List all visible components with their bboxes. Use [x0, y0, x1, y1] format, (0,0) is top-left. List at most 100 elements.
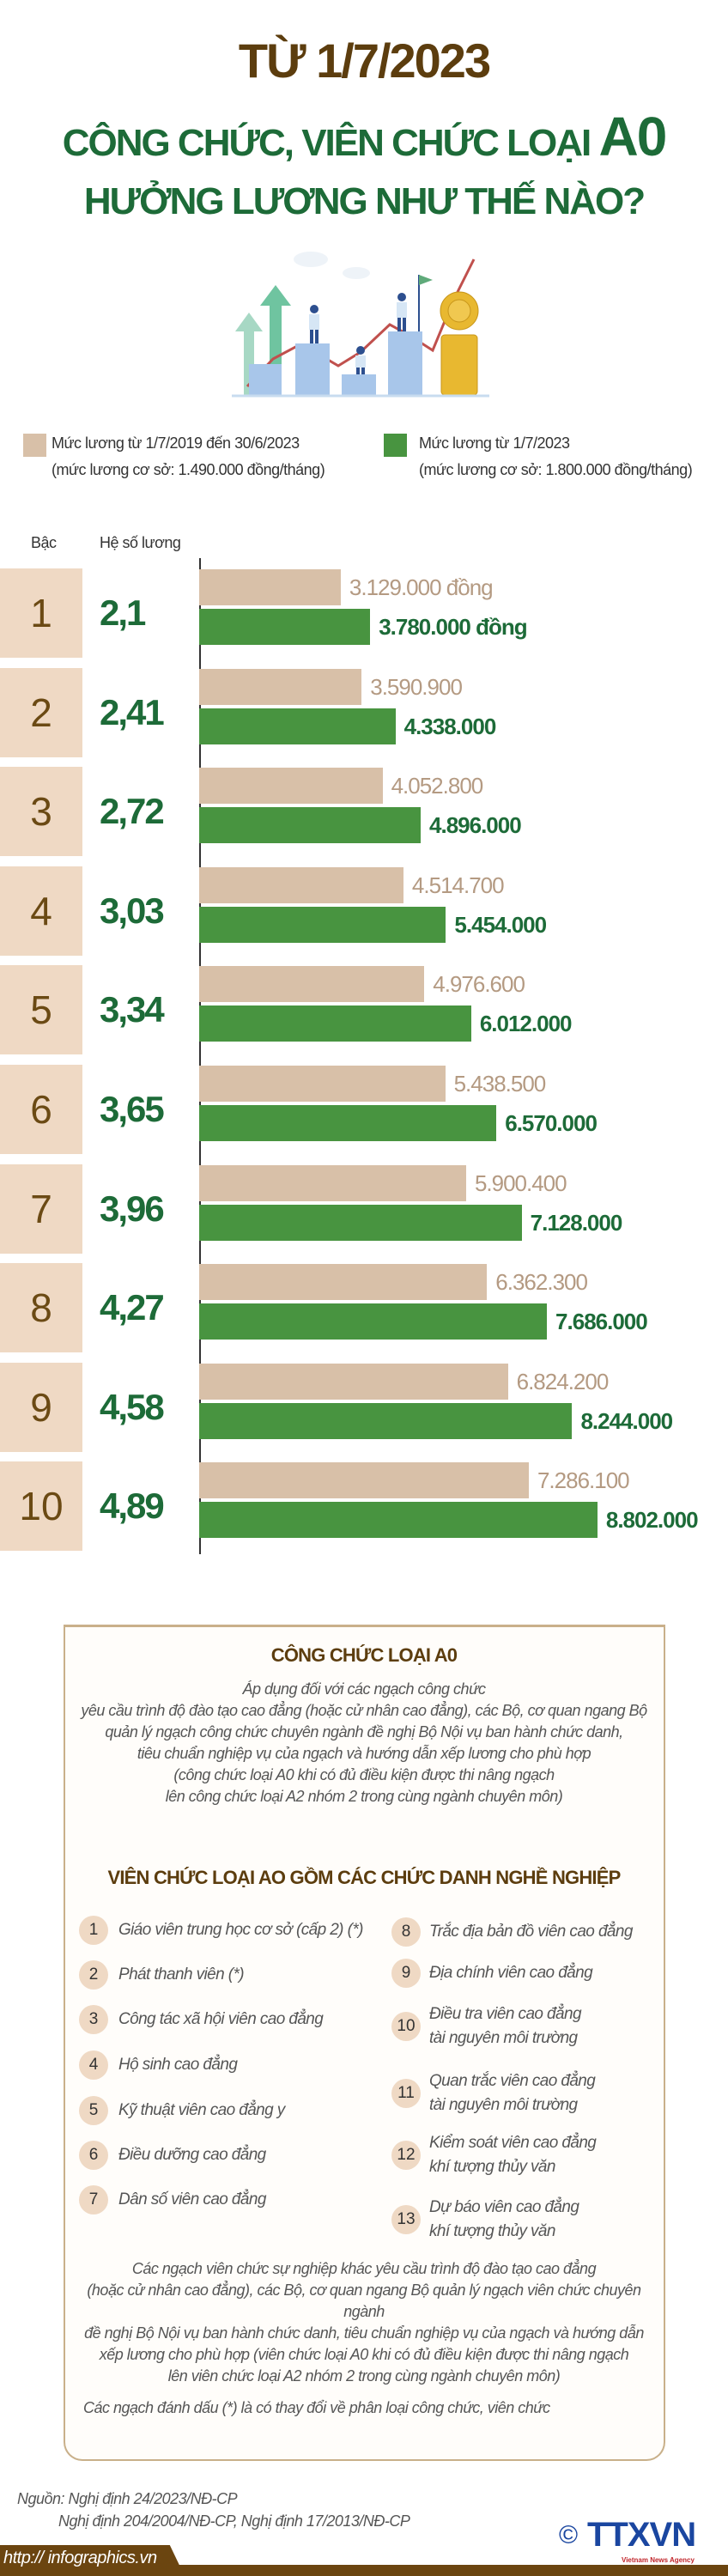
- desc-line: xếp lương cho phù hợp (viên chức loại A0…: [99, 2346, 629, 2363]
- grade-number: 7: [30, 1186, 52, 1231]
- label-old-salary: 6.824.200: [516, 1368, 610, 1394]
- legend-new-title: Mức lương từ 1/7/2023: [419, 434, 570, 452]
- item-number-badge: 3: [79, 2005, 108, 2034]
- title-date: TỪ 1/7/2023: [0, 33, 728, 88]
- job-title-item: Kỹ thuật viên cao đẳng y: [118, 2101, 285, 2119]
- label-old-salary: 5.438.500: [453, 1071, 547, 1097]
- job-title-item: tài nguyên môi trường: [429, 2029, 578, 2047]
- grade-box: [0, 1362, 82, 1452]
- desc-line: Các ngạch viên chức sự nghiệp khác yêu c…: [131, 2260, 597, 2277]
- grade-number: 6: [30, 1087, 52, 1132]
- flag-icon: [418, 275, 433, 331]
- item-number-badge: 8: [391, 1917, 421, 1947]
- grade-box: [0, 568, 82, 658]
- desc-line: lên viên chức loại A2 nhóm 2 trong cùng …: [167, 2367, 561, 2385]
- salary-coefficient: 4,58: [100, 1386, 165, 1427]
- cloud-icon: [294, 252, 370, 279]
- title-date-text: TỪ 1/7/2023: [238, 33, 491, 88]
- item-number-badge: 6: [79, 2141, 108, 2170]
- item-number-badge: 1: [79, 1916, 108, 1945]
- job-title-item: Địa chính viên cao đẳng: [429, 1964, 593, 1982]
- grade-number: 8: [30, 1285, 52, 1331]
- label-old-salary: 3.590.900: [370, 673, 463, 700]
- desc-line: đề nghị Bộ Nội vụ ban hành chức danh, ti…: [84, 2324, 644, 2342]
- item-number-badge: 13: [391, 2205, 421, 2234]
- source-line-2: Nghị định 204/2004/NĐ-CP, Nghị định 17/2…: [58, 2512, 410, 2530]
- source-line-1: Nguồn: Nghị định 24/2023/NĐ-CP: [17, 2490, 238, 2507]
- label-new-salary: 4.338.000: [403, 713, 497, 739]
- coins-icon: [440, 291, 479, 396]
- desc-line: yêu cầu trình độ đào tạo cao đẳng (hoặc …: [81, 1702, 647, 1719]
- title-main: CÔNG CHỨC, VIÊN CHỨC LOẠI A0: [0, 105, 728, 168]
- label-old-salary: 4.514.700: [411, 872, 505, 898]
- grade-number: 2: [30, 690, 52, 735]
- bar-new-salary: [199, 1204, 522, 1241]
- grade-box: [0, 767, 82, 857]
- job-title-item: Kiểm soát viên cao đẳng: [429, 2134, 597, 2152]
- bar-new-salary: [199, 1303, 548, 1340]
- cong-chuc-title-text: CÔNG CHỨC LOẠI A0: [270, 1644, 458, 1666]
- bar-new-salary: [199, 609, 371, 645]
- salary-coefficient: 2,72: [100, 791, 165, 832]
- grade-number: 3: [30, 789, 52, 835]
- title-sub: HƯỞNG LƯƠNG NHƯ THẾ NÀO?: [0, 180, 728, 223]
- salary-coefficient: 3,65: [100, 1089, 165, 1129]
- ttxvn-logo: TTXVN: [587, 2516, 696, 2554]
- job-title-item: Quan trắc viên cao đẳng: [429, 2072, 596, 2090]
- footer-url-link[interactable]: http:// infographics.vn: [3, 2549, 157, 2567]
- item-number-badge: 2: [79, 1960, 108, 1990]
- job-title-item: Hộ sinh cao đẳng: [118, 2056, 238, 2074]
- title-main-text: CÔNG CHỨC, VIÊN CHỨC LOẠI A0: [62, 105, 668, 168]
- salary-coefficient: 2,41: [100, 691, 165, 732]
- item-number-badge: 5: [79, 2096, 108, 2125]
- bar-old-salary: [199, 1164, 466, 1201]
- salary-coefficient: 4,27: [100, 1287, 165, 1328]
- label-new-salary: 7.686.000: [555, 1309, 648, 1335]
- vien-chuc-title-text: VIÊN CHỨC LOẠI AO GỒM CÁC CHỨC DANH NGHỀ…: [107, 1867, 622, 1888]
- item-number-badge: 10: [391, 2012, 421, 2041]
- title-sub-text: HƯỞNG LƯƠNG NHƯ THẾ NÀO?: [83, 180, 646, 222]
- title-main-label: CÔNG CHỨC, VIÊN CHỨC LOẠI: [62, 122, 592, 164]
- label-new-salary: 4.896.000: [429, 812, 522, 839]
- salary-coefficient: 4,89: [100, 1485, 165, 1527]
- job-title-item: Dân số viên cao đẳng: [118, 2190, 266, 2208]
- footer-tab: [0, 2545, 185, 2576]
- job-title-item: Giáo viên trung học cơ sở (cấp 2) (*): [118, 1921, 363, 1939]
- label-new-salary: 8.244.000: [580, 1407, 673, 1434]
- label-old-salary: 6.362.300: [495, 1269, 588, 1296]
- bar-old-salary: [199, 1264, 488, 1301]
- desc-line: lên công chức loại A2 nhóm 2 trong cùng …: [165, 1788, 563, 1805]
- ttxvn-logo-sub: Vietnam News Agency: [622, 2556, 695, 2564]
- label-new-salary: 6.570.000: [505, 1110, 598, 1136]
- grade-number: 9: [30, 1384, 52, 1430]
- bar-old-salary: [199, 1462, 529, 1499]
- bar-new-salary: [199, 1402, 573, 1439]
- desc-line: tiêu chuẩn nghiệp vụ của ngạch và hướng …: [136, 1745, 592, 1762]
- grade-box: [0, 965, 82, 1055]
- title-a0: A0: [598, 106, 668, 167]
- job-title-item: Công tác xã hội viên cao đẳng: [118, 2010, 324, 2028]
- chart-axis: [199, 558, 201, 1554]
- cong-chuc-title: CÔNG CHỨC LOẠI A0: [0, 1644, 728, 1667]
- job-title-item: Phát thanh viên (*): [118, 1965, 245, 1984]
- legend-old-sub: (mức lương cơ sở: 1.490.000 đồng/tháng): [52, 461, 325, 478]
- bar-steps: [249, 331, 422, 395]
- info-box: [64, 1625, 665, 2461]
- bar-new-salary: [199, 807, 422, 844]
- grade-number: 10: [19, 1484, 64, 1529]
- grade-number: 1: [30, 591, 52, 635]
- label-new-salary: 8.802.000: [605, 1507, 699, 1534]
- person-icon: [309, 293, 407, 374]
- vien-chuc-desc: Các ngạch viên chức sự nghiệp khác yêu c…: [72, 2258, 656, 2419]
- grade-number: 5: [30, 987, 52, 1033]
- job-title-item: Dự báo viên cao đẳng: [429, 2198, 579, 2216]
- legend-old-swatch: [23, 434, 46, 457]
- item-number-badge: 9: [391, 1959, 421, 1988]
- item-number-badge: 4: [79, 2050, 108, 2080]
- job-title-item: Điều dưỡng cao đẳng: [118, 2146, 266, 2164]
- label-old-salary: 5.900.400: [474, 1170, 567, 1196]
- grade-box: [0, 1065, 82, 1154]
- bar-old-salary: [199, 1066, 446, 1102]
- header-coefficient: Hệ số lương: [100, 534, 181, 551]
- copyright-icon: ©: [559, 2521, 579, 2549]
